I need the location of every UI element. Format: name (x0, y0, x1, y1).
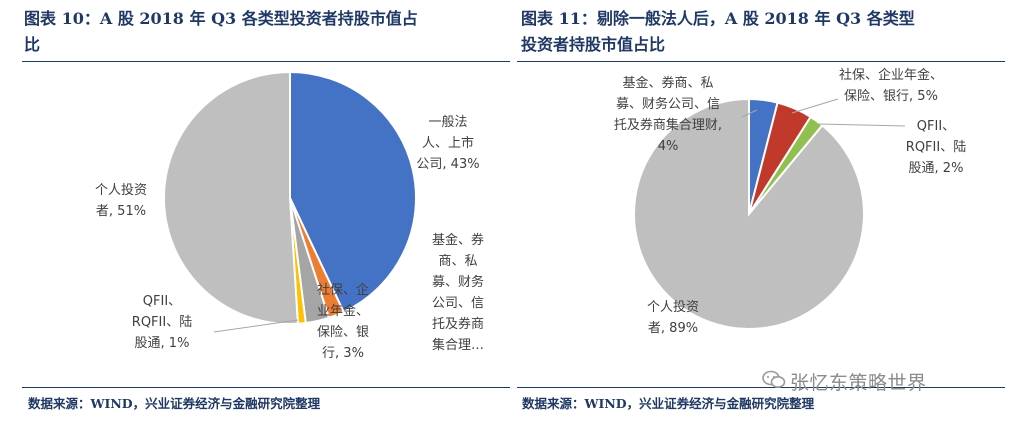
slice-label-line: 个人投资 (647, 299, 699, 315)
left-chart-title-line1: 图表 10：A 股 2018 年 Q3 各类型投资者持股市值占 (24, 9, 418, 28)
left-source-note: 数据来源：WIND，兴业证券经济与金融研究院整理 (28, 396, 321, 411)
slice-label-line: 公司, 43% (416, 157, 479, 172)
slice-label-line: 商、私 (438, 254, 477, 269)
slice-label-line: 托及券商集合理财, (614, 117, 722, 133)
wechat-icon (762, 370, 786, 388)
leader-line-2-1 (741, 109, 758, 118)
slice-label-line: 业年金、 (317, 303, 369, 319)
pie-chart-2: 基金、券商、私募、财务公司、信托及券商集合理财, 4% 社保、企业年金、保险、银行,… (614, 67, 966, 336)
left-bottom-rule (22, 387, 510, 388)
pie-slice-1-1 (289, 70, 417, 314)
slice-label-line: 募、财务公司、信 (616, 96, 720, 112)
slice-label-2-1: 基金、券商、私募、财务公司、信托及券商集合理财, 4% (614, 75, 722, 154)
slice-label-line: RQFII、陆 (132, 314, 192, 330)
slice-label-line: 一般法 (428, 114, 467, 130)
slice-label-line: 个人投资 (95, 182, 147, 198)
slice-label-line: 基金、券商、私 (622, 75, 713, 91)
slice-label-line: 4% (658, 139, 679, 154)
slice-label-1-4: QFII、 RQFII、陆股通, 1% (132, 294, 192, 351)
left-chart-title-line2: 比 (24, 35, 41, 54)
slice-label-line: 保险、银行, 5% (844, 89, 938, 104)
slice-label-line: QFII、 (917, 119, 955, 134)
right-source-note: 数据来源：WIND，兴业证券经济与金融研究院整理 (522, 396, 815, 411)
left-top-rule (22, 61, 510, 62)
slice-label-line: 行, 3% (322, 346, 364, 361)
slice-label-line: 人、上市 (422, 135, 474, 151)
slice-label-line: 社保、企业年金、 (839, 67, 943, 83)
slice-label-line: 者, 51% (96, 204, 146, 219)
pie-slice-2-4 (633, 97, 865, 330)
slice-label-line: 募、财务 (432, 274, 484, 290)
slice-label-line: 社保、企 (317, 282, 369, 298)
leader-line-1-4 (213, 319, 299, 333)
slice-label-1-2: 基金、券商、私募、财务公司、信托及券商集合理… (432, 232, 484, 353)
slice-label-line: 保险、银 (317, 325, 369, 340)
slice-label-line: 基金、券 (432, 232, 484, 248)
slice-label-2-4: 个人投资者, 89% (647, 299, 699, 336)
right-chart-title: 图表 11：剔除一般法人后，A 股 2018 年 Q3 各类型 投资者持股市值占… (521, 6, 1011, 58)
slice-label-line: 者, 89% (648, 321, 698, 336)
leader-line-2-3 (817, 123, 906, 127)
slice-label-line: 托及券商 (432, 316, 484, 332)
right-bottom-rule (517, 387, 1005, 388)
slice-label-2-3: QFII、 RQFII、陆股通, 2% (906, 119, 966, 176)
slice-label-1-1: 一般法人、上市公司, 43% (416, 114, 479, 172)
slice-label-line: 集合理… (432, 337, 484, 353)
slice-label-line: QFII、 (143, 294, 181, 309)
slice-label-2-2: 社保、企业年金、保险、银行, 5% (839, 67, 943, 104)
watermark-text: 张忆东策略世界 (790, 372, 927, 394)
right-top-rule (517, 61, 1005, 62)
slice-label-1-5: 个人投资者, 51% (95, 182, 147, 219)
pie-slice-1-5 (163, 70, 299, 325)
right-chart-title-line2: 投资者持股市值占比 (521, 35, 666, 54)
slice-label-line: 股通, 1% (135, 336, 190, 351)
slice-label-1-3: 社保、企业年金、保险、银行, 3% (317, 282, 369, 361)
left-chart-title: 图表 10：A 股 2018 年 Q3 各类型投资者持股市值占 比 (24, 6, 494, 58)
slice-label-line: 公司、信 (432, 296, 484, 311)
slice-label-line: RQFII、陆 (906, 139, 966, 155)
leader-line-2-2 (791, 98, 839, 114)
right-chart-title-line1: 图表 11：剔除一般法人后，A 股 2018 年 Q3 各类型 (521, 9, 915, 28)
slice-label-line: 股通, 2% (909, 161, 964, 176)
pie-chart-1: 一般法人、上市公司, 43% 基金、券商、私募、财务公司、信托及券商集合理… 社保、… (95, 70, 484, 361)
